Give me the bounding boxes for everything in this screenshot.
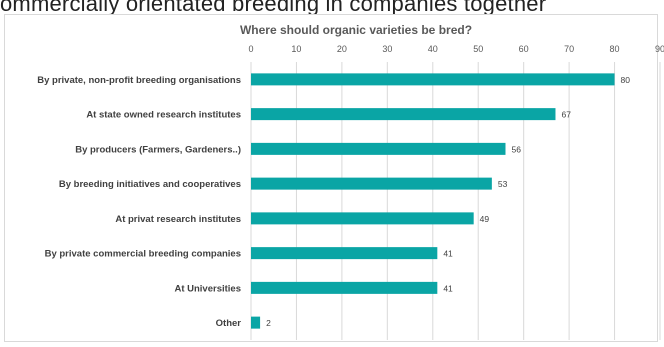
category-label: Other — [216, 318, 242, 329]
category-label: At Universities — [174, 283, 241, 294]
bar — [251, 73, 615, 86]
category-label: By private, non-profit breeding organisa… — [37, 75, 241, 86]
bar — [251, 177, 492, 190]
x-tick-label: 0 — [248, 44, 253, 54]
bar — [251, 142, 506, 155]
category-labels: By private, non-profit breeding organisa… — [37, 75, 241, 329]
category-label: By private commercial breeding companies — [45, 249, 241, 260]
data-label: 53 — [498, 179, 508, 189]
bar — [251, 281, 438, 294]
x-tick-label: 10 — [291, 44, 301, 54]
data-label: 41 — [443, 249, 453, 259]
data-labels: 80 67 56 53 49 41 41 2 — [266, 75, 630, 328]
chart-title: Where should organic varieties be bred? — [240, 23, 472, 37]
bar — [251, 247, 438, 260]
data-label: 67 — [561, 110, 571, 120]
x-tick-label: 20 — [337, 44, 347, 54]
gridlines — [250, 62, 661, 340]
x-tick-label: 60 — [519, 44, 529, 54]
data-label: 41 — [443, 283, 453, 293]
background-document-text: ommercially orientated breeding in compa… — [0, 0, 547, 16]
bar — [251, 212, 474, 225]
data-label: 2 — [266, 318, 271, 328]
x-axis-ticks: 0 10 20 30 40 50 60 70 80 90 — [248, 44, 664, 54]
category-label: By producers (Farmers, Gardeners..) — [75, 144, 241, 155]
x-tick-label: 90 — [655, 44, 664, 54]
bar — [251, 108, 556, 121]
category-label: By breeding initiatives and cooperatives — [59, 179, 241, 190]
x-tick-label: 70 — [564, 44, 574, 54]
bars — [251, 73, 615, 329]
x-tick-label: 30 — [382, 44, 392, 54]
category-label: At privat research institutes — [115, 214, 241, 225]
bar — [251, 316, 261, 329]
data-label: 80 — [621, 75, 631, 85]
category-label: At state owned research institutes — [86, 110, 241, 121]
x-tick-label: 50 — [473, 44, 483, 54]
data-label: 49 — [480, 214, 490, 224]
data-label: 56 — [511, 144, 521, 154]
x-tick-label: 80 — [610, 44, 620, 54]
x-tick-label: 40 — [428, 44, 438, 54]
